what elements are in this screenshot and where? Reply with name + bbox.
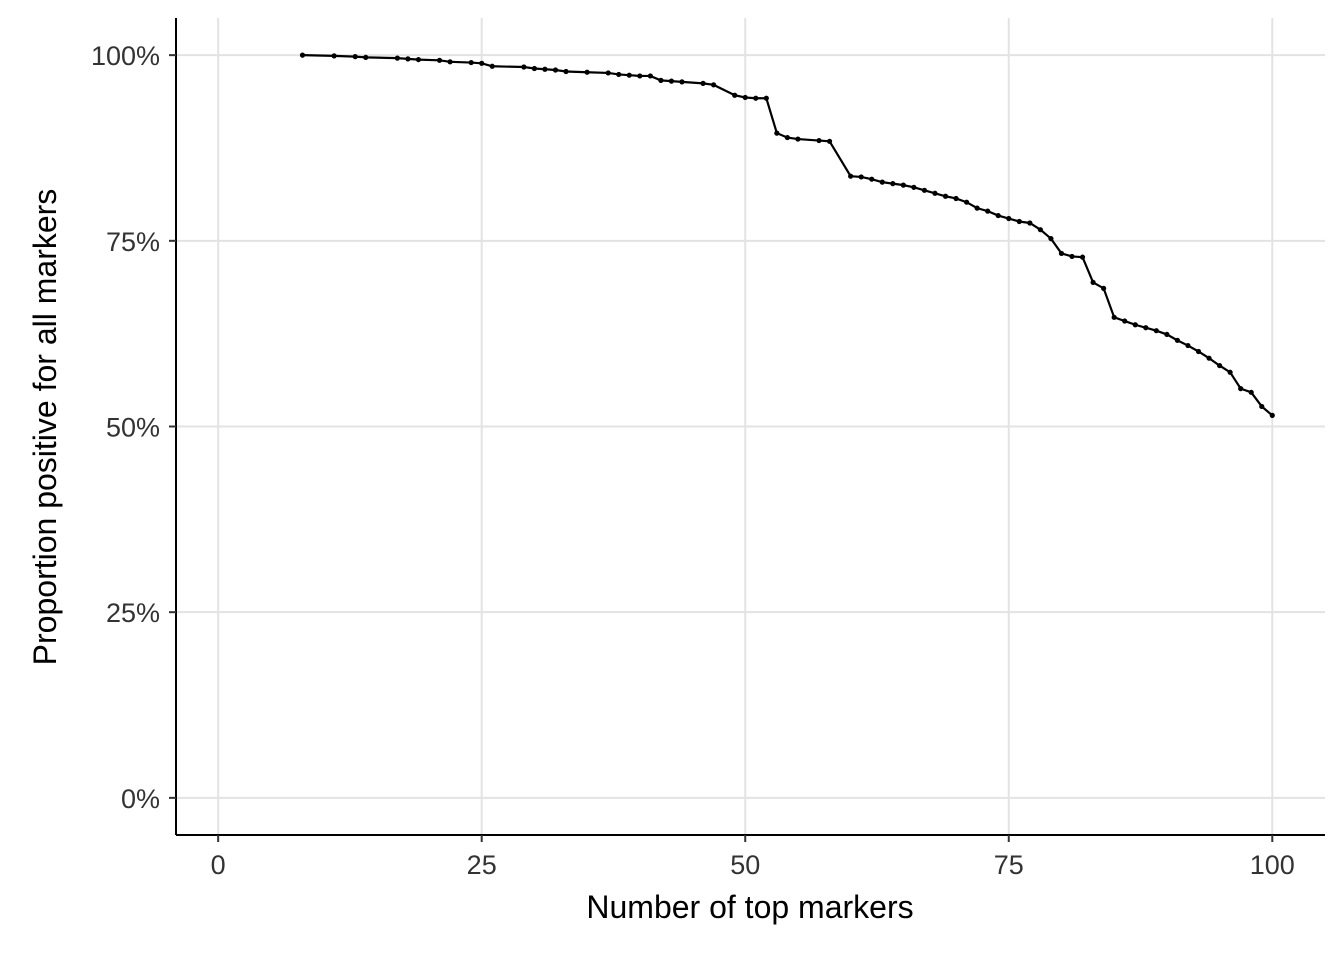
point [1238, 386, 1244, 392]
point [1016, 218, 1022, 225]
x-tick-label: 100 [1250, 850, 1295, 880]
point [436, 57, 443, 63]
point [605, 70, 611, 76]
point [1206, 355, 1212, 361]
point [711, 82, 717, 88]
x-tick-label: 50 [730, 850, 760, 880]
point [1174, 337, 1181, 343]
point [932, 190, 938, 196]
point [1037, 227, 1043, 233]
point [394, 55, 400, 61]
point [1153, 328, 1159, 334]
point [985, 208, 991, 214]
point [637, 73, 643, 79]
point [647, 73, 653, 79]
point [331, 53, 337, 59]
line [302, 54, 1274, 417]
y-tick-label: 75% [106, 227, 160, 257]
point [405, 56, 411, 62]
point [479, 60, 485, 66]
y-tick-label: 100% [91, 41, 160, 71]
point [879, 179, 885, 185]
x-tick-label: 75 [994, 850, 1024, 880]
point [531, 65, 538, 72]
point [753, 95, 759, 101]
point [668, 78, 675, 84]
y-tick-label: 0% [121, 784, 160, 814]
point [1069, 253, 1075, 260]
point [942, 193, 949, 199]
point [921, 187, 928, 193]
point [563, 68, 569, 75]
point [732, 92, 738, 98]
point [363, 54, 369, 60]
point [1164, 331, 1170, 338]
point [1101, 285, 1107, 291]
point [352, 54, 358, 60]
point [415, 56, 422, 63]
y-tick-label: 50% [106, 413, 160, 443]
point [489, 63, 495, 69]
point [679, 79, 685, 85]
point [299, 52, 306, 58]
point [468, 59, 474, 66]
point [911, 184, 917, 190]
point [1195, 348, 1202, 355]
point [963, 199, 970, 205]
point [1269, 412, 1275, 418]
x-tick-label: 25 [467, 850, 497, 880]
point [658, 77, 664, 83]
point [1227, 369, 1233, 375]
point [890, 181, 896, 187]
point [848, 173, 854, 179]
point [626, 72, 632, 78]
point [869, 176, 875, 182]
point [953, 195, 959, 202]
point [447, 59, 453, 65]
x-axis-title: Number of top markers [586, 889, 913, 925]
point [1248, 389, 1254, 395]
point [1048, 235, 1054, 242]
point [542, 66, 548, 72]
point [1090, 279, 1096, 286]
point [858, 174, 864, 180]
point [784, 134, 790, 141]
point [900, 182, 906, 188]
point [1132, 322, 1138, 328]
y-tick-label: 25% [106, 598, 160, 628]
point [763, 95, 769, 101]
point [974, 205, 980, 211]
x-tick-label: 0 [211, 850, 226, 880]
point [774, 130, 780, 136]
point [795, 136, 801, 142]
point [995, 212, 1001, 219]
point [1006, 215, 1012, 222]
point [742, 94, 748, 101]
point [552, 67, 559, 73]
point [521, 64, 527, 70]
point [1216, 362, 1223, 369]
point [1259, 403, 1265, 410]
point [1143, 325, 1149, 331]
point [826, 138, 833, 144]
point [1079, 254, 1086, 260]
point [1185, 342, 1191, 349]
point [584, 69, 590, 75]
point [816, 137, 822, 144]
point [1027, 220, 1033, 226]
point [1058, 250, 1065, 257]
point [1122, 318, 1128, 324]
point [1111, 314, 1117, 320]
point [700, 80, 706, 86]
point [616, 71, 622, 78]
y-axis-title: Proportion positive for all markers [27, 189, 63, 666]
